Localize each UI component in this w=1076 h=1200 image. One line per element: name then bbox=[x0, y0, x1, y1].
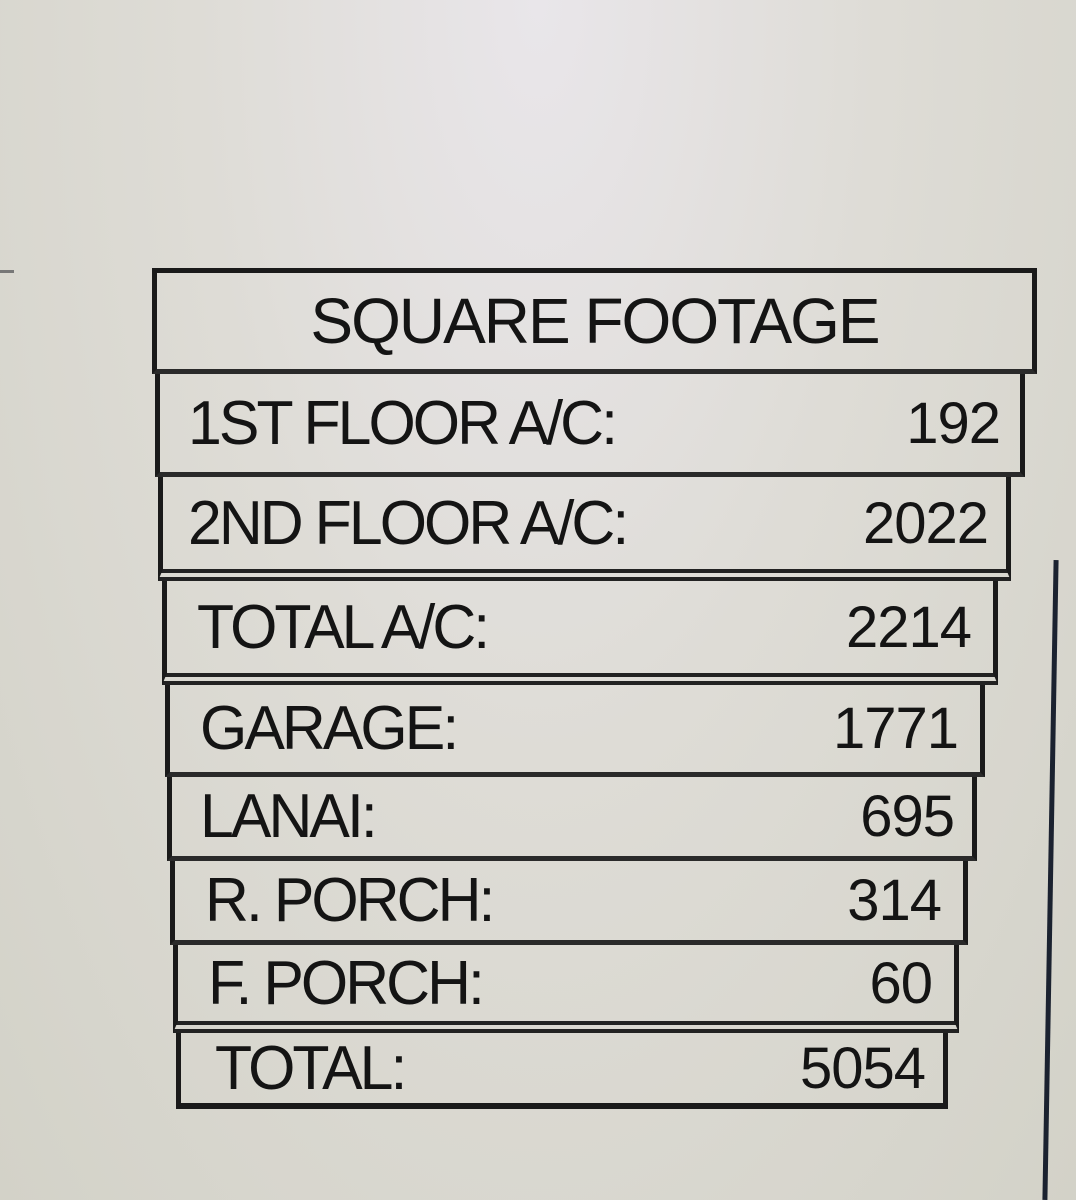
table-row: 1ST FLOOR A/C: 192 bbox=[155, 374, 1025, 477]
screen-mark bbox=[0, 270, 14, 273]
table-row: LANAI: 695 bbox=[167, 777, 977, 861]
table-row: TOTAL A/C: 2214 bbox=[162, 581, 998, 685]
table-row: F. PORCH: 60 bbox=[173, 945, 959, 1033]
row-label: F. PORCH: bbox=[208, 948, 485, 1018]
row-value: 60 bbox=[869, 950, 933, 1016]
table-title: SQUARE FOOTAGE bbox=[152, 268, 1037, 374]
row-value: 1771 bbox=[832, 696, 959, 761]
row-label: GARAGE: bbox=[200, 694, 459, 763]
row-label: TOTAL: bbox=[215, 1033, 407, 1103]
table-row: GARAGE: 1771 bbox=[165, 685, 985, 777]
row-value: 314 bbox=[847, 868, 942, 933]
table-row: 2ND FLOOR A/C: 2022 bbox=[158, 477, 1011, 581]
row-label: TOTAL A/C: bbox=[197, 592, 490, 662]
row-value: 2214 bbox=[845, 594, 972, 660]
row-value: 695 bbox=[860, 784, 955, 849]
title-text: SQUARE FOOTAGE bbox=[310, 285, 880, 357]
table-row-total: TOTAL: 5054 bbox=[176, 1033, 948, 1109]
row-value: 5054 bbox=[799, 1035, 926, 1101]
row-value: 2022 bbox=[862, 490, 989, 556]
row-label: 1ST FLOOR A/C: bbox=[188, 388, 618, 458]
row-value: 192 bbox=[906, 390, 1001, 456]
row-label: LANAI: bbox=[200, 782, 378, 851]
row-label: 2ND FLOOR A/C: bbox=[188, 488, 629, 558]
row-label: R. PORCH: bbox=[205, 866, 495, 935]
table-row: R. PORCH: 314 bbox=[170, 861, 968, 945]
monitor-edge bbox=[1042, 560, 1059, 1200]
